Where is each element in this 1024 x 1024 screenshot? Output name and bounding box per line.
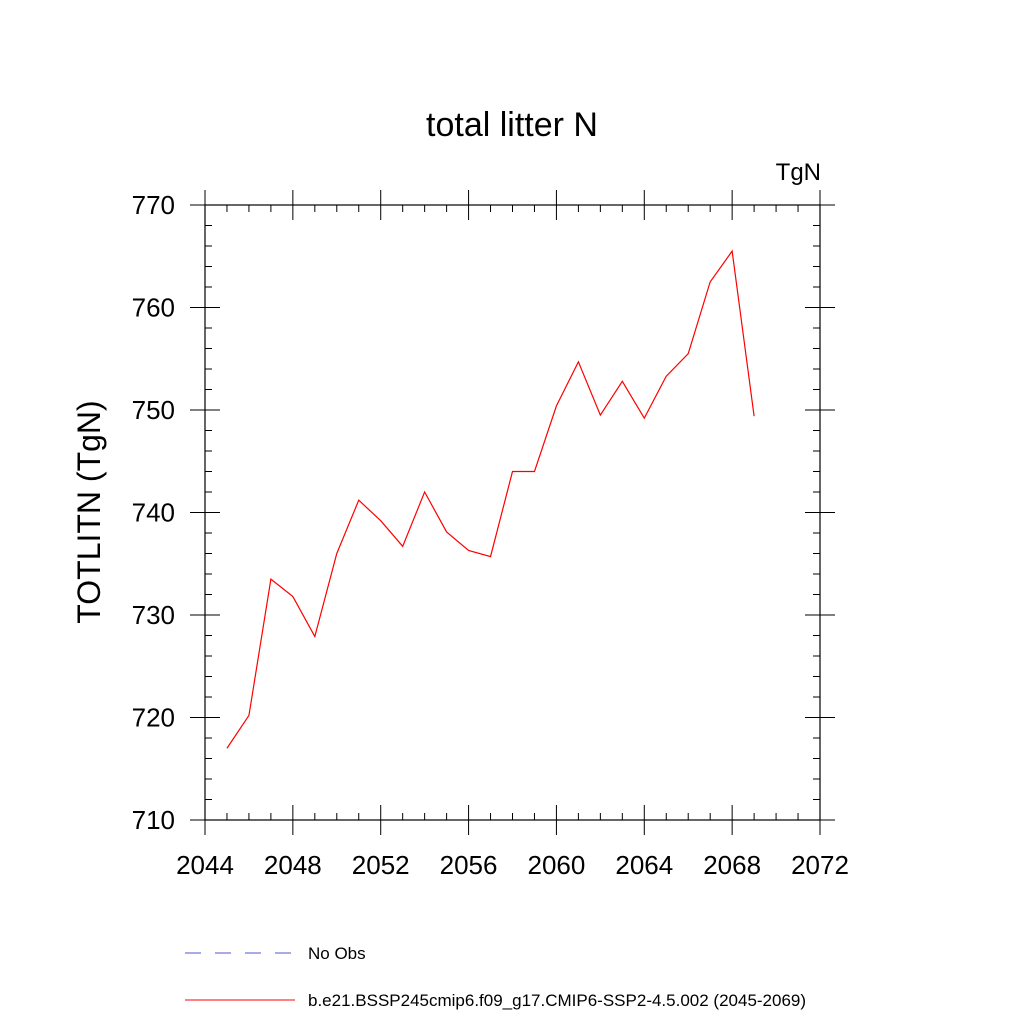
y-tick-label: 710 (132, 805, 175, 835)
axis-tick-labels: 2044 2048 2052 2056 2060 2064 2068 2072 710 720 73… (132, 190, 849, 880)
y-tick-label: 760 (132, 293, 175, 323)
x-tick-label: 2044 (176, 850, 234, 880)
y-tick-label: 720 (132, 703, 175, 733)
legend-label: No Obs (308, 944, 366, 963)
units-label: TgN (776, 159, 821, 186)
plot-frame (204, 204, 821, 821)
y-tick-label: 750 (132, 395, 175, 425)
x-tick-label: 2052 (352, 850, 410, 880)
x-tick-label: 2072 (791, 850, 849, 880)
x-tick-label: 2048 (264, 850, 322, 880)
series-line (226, 249, 755, 749)
chart-title: total litter N (426, 106, 598, 144)
series-layer (226, 249, 755, 749)
x-tick-label: 2056 (440, 850, 498, 880)
legend: No Obs b.e21.BSSP245cmip6.f09_g17.CMIP6-S… (185, 944, 806, 1010)
axis-ticks (190, 190, 835, 835)
y-tick-label: 770 (132, 190, 175, 220)
x-tick-label: 2068 (703, 850, 761, 880)
legend-label: b.e21.BSSP245cmip6.f09_g17.CMIP6-SSP2-4.… (308, 991, 806, 1010)
y-tick-label: 730 (132, 600, 175, 630)
x-tick-label: 2060 (528, 850, 586, 880)
x-tick-label: 2064 (615, 850, 673, 880)
y-tick-label: 740 (132, 498, 175, 528)
y-axis-label: TOTLITN (TgN) (71, 400, 107, 623)
